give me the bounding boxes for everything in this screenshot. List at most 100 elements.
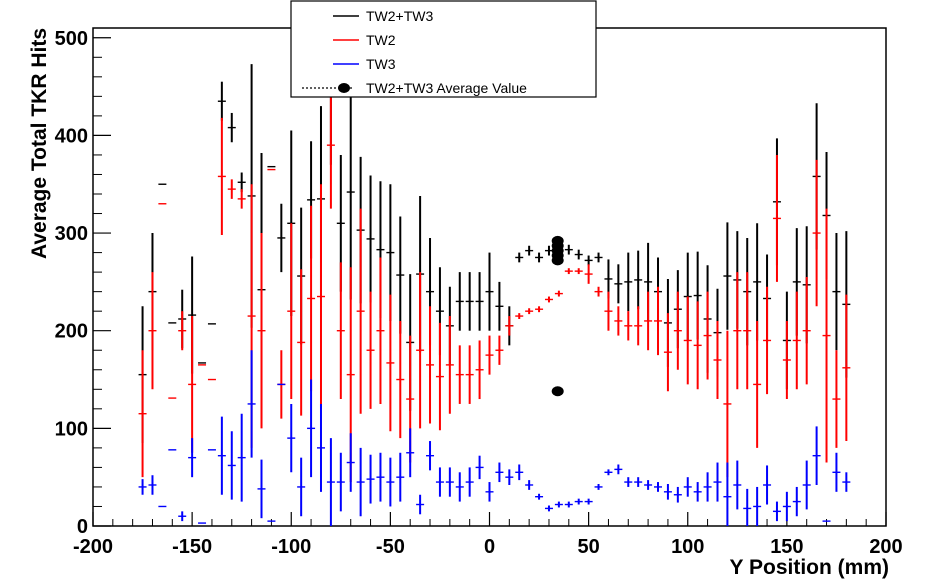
data-point: [445, 316, 454, 414]
data-point: [465, 272, 474, 331]
legend-box: [290, 0, 597, 98]
data-point: [574, 249, 583, 260]
data-point: [713, 320, 722, 400]
data-point: [753, 486, 762, 526]
data-point: [396, 320, 405, 439]
data-point: [564, 501, 573, 508]
data-point: [138, 479, 147, 495]
y-tick-label: 100: [55, 418, 88, 440]
x-tick-label: -150: [172, 536, 212, 558]
data-point: [713, 462, 722, 502]
y-tick-label: 300: [55, 223, 88, 245]
data-point: [505, 469, 514, 485]
y-tick-label: 400: [55, 125, 88, 147]
legend-label-tw2-tw3: TW2+TW3: [366, 8, 433, 24]
data-point: [604, 469, 613, 476]
data-point: [316, 403, 325, 492]
data-point: [663, 484, 672, 500]
data-point: [574, 498, 583, 505]
data-point: [445, 467, 454, 497]
data-point: [733, 460, 742, 510]
data-point: [772, 501, 781, 522]
data-point: [634, 477, 643, 487]
average-point: [551, 255, 564, 266]
legend-label-average: TW2+TW3 Average Value: [366, 80, 527, 96]
data-point: [763, 465, 772, 505]
data-point: [832, 452, 841, 492]
x-tick-label: -200: [73, 536, 113, 558]
data-point: [644, 480, 653, 490]
data-point: [604, 291, 613, 331]
data-point: [505, 316, 514, 336]
data-point: [525, 308, 534, 315]
data-point: [475, 340, 484, 400]
data-point: [237, 172, 246, 193]
series-layer: [138, 8, 851, 526]
data-point: [287, 403, 296, 473]
legend: TW2+TW3 TW2 TW3 TW2+TW3 Average Value: [290, 0, 597, 98]
data-point: [178, 511, 187, 522]
data-point: [217, 81, 226, 121]
data-point: [475, 455, 484, 480]
y-axis-title: Average Total TKR Hits: [28, 28, 51, 259]
data-point: [535, 252, 544, 263]
data-point: [832, 233, 841, 351]
data-point: [178, 311, 187, 351]
data-point: [594, 286, 603, 297]
data-point: [366, 454, 375, 504]
data-point: [307, 205, 316, 392]
data-point: [792, 486, 801, 517]
data-point: [515, 464, 524, 481]
legend-label-tw3: TW3: [366, 56, 396, 72]
data-point: [227, 112, 236, 143]
data-point: [743, 488, 752, 526]
data-point: [376, 452, 385, 502]
data-point: [416, 272, 425, 429]
data-point: [723, 462, 732, 526]
data-point: [832, 350, 841, 448]
data-point: [455, 472, 464, 502]
data-point: [693, 482, 702, 502]
data-point: [435, 467, 444, 497]
data-point: [485, 252, 494, 331]
data-point: [227, 179, 236, 199]
x-tick-label: 50: [578, 536, 600, 558]
data-point: [495, 462, 504, 483]
data-point: [148, 475, 157, 495]
data-point: [475, 272, 484, 331]
data-point: [763, 286, 772, 395]
data-point: [802, 277, 811, 385]
data-point: [772, 154, 781, 282]
x-tick-label: -50: [376, 536, 405, 558]
data-point: [535, 493, 544, 500]
data-point: [495, 281, 504, 331]
data-point: [257, 459, 266, 519]
data-point: [624, 311, 633, 341]
data-point: [802, 460, 811, 510]
data-point: [544, 505, 553, 512]
data-point: [366, 175, 375, 303]
x-tick-label: -100: [271, 536, 311, 558]
x-tick-label: 100: [671, 536, 704, 558]
average-point: [551, 386, 564, 397]
y-tick-label: 0: [77, 516, 88, 538]
data-point: [257, 233, 266, 429]
axis-ticks: [92, 37, 887, 527]
data-point: [148, 272, 157, 390]
data-point: [247, 350, 256, 458]
data-point: [723, 222, 732, 330]
data-point: [584, 264, 593, 284]
data-point: [346, 84, 355, 300]
data-point: [624, 252, 633, 312]
data-point: [792, 291, 801, 390]
data-point: [703, 291, 712, 380]
data-point: [297, 269, 306, 416]
data-point: [227, 431, 236, 500]
data-point: [842, 294, 851, 442]
x-axis-title: Y Position (mm): [730, 556, 889, 579]
data-point: [188, 438, 197, 478]
data-point: [525, 245, 534, 256]
data-point: [495, 335, 504, 365]
data-point: [515, 252, 524, 263]
